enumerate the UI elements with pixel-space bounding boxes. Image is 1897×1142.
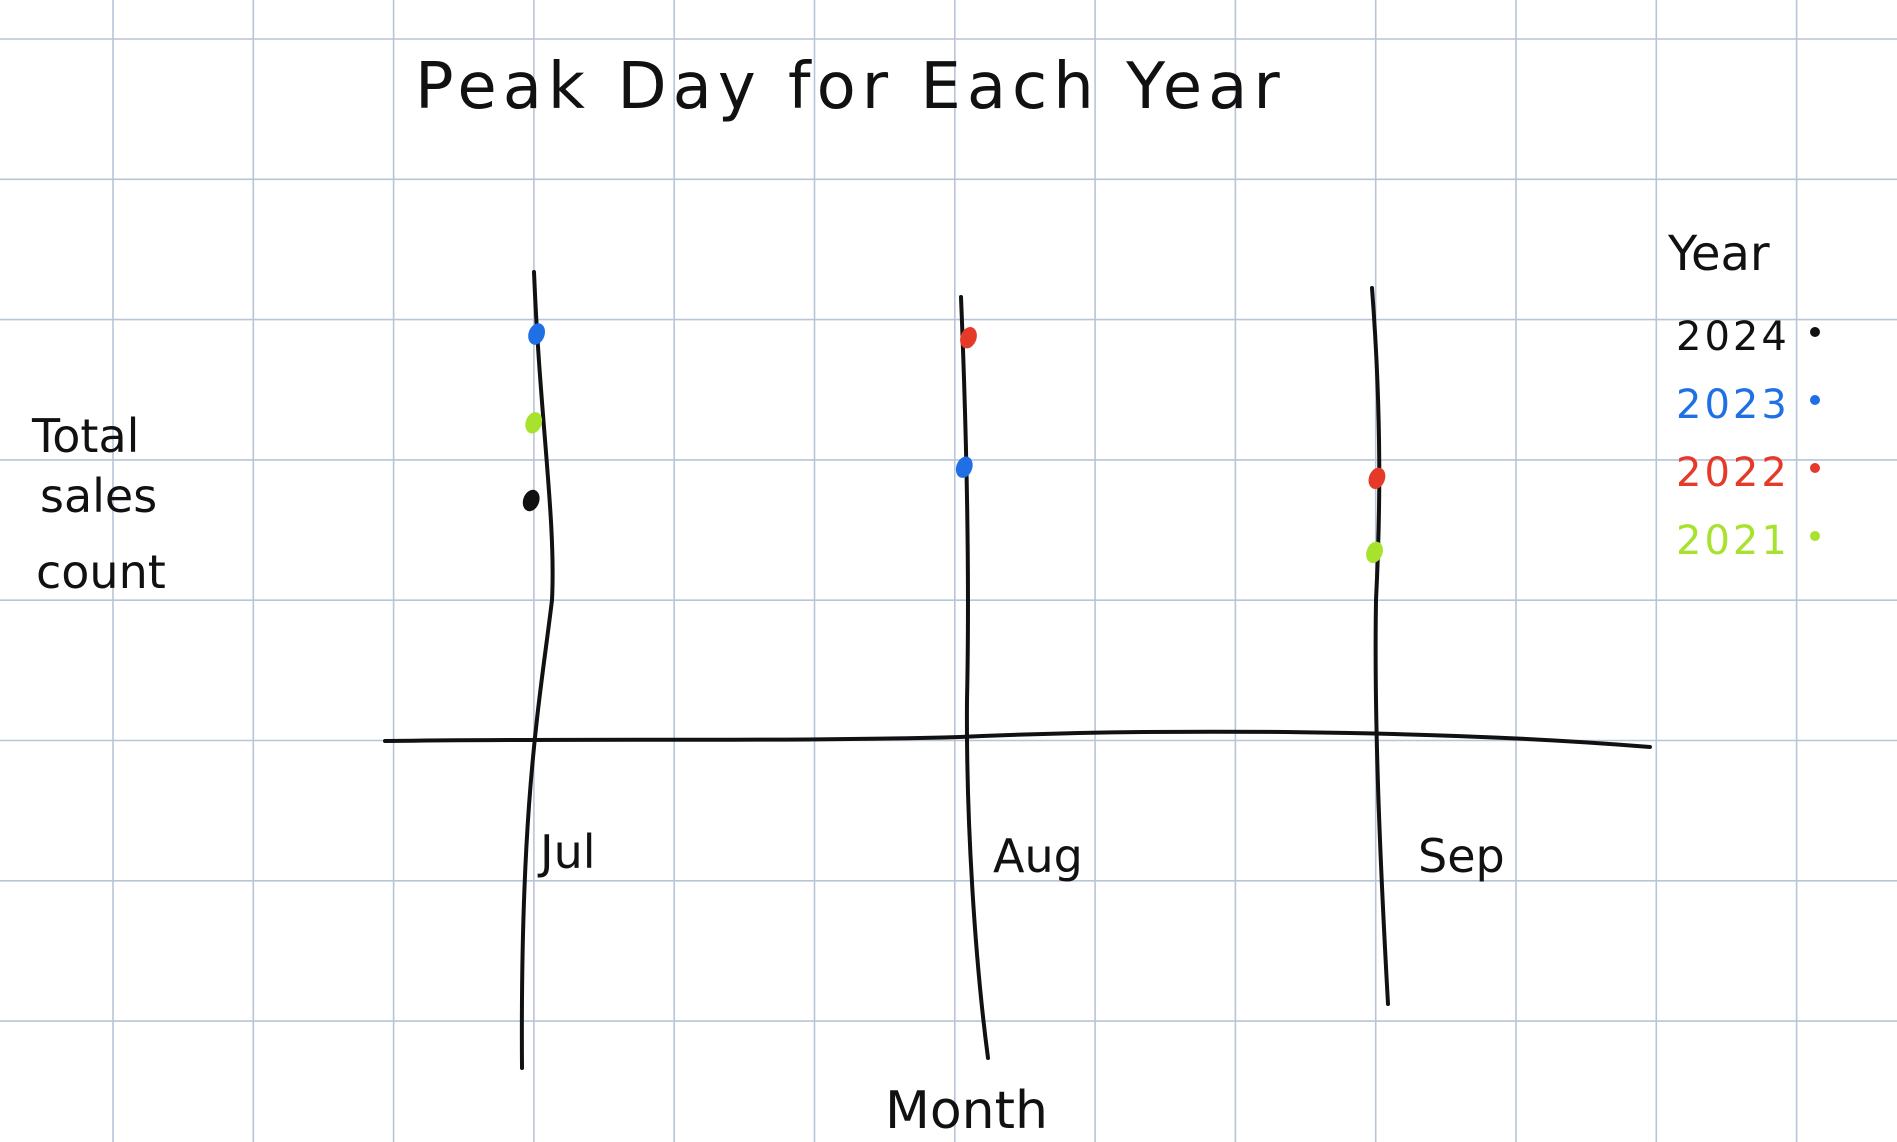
point-2023-aug	[955, 456, 973, 478]
x-axis-label: Month	[885, 1081, 1048, 1141]
x-tick-label-sep: Sep	[1418, 829, 1505, 883]
month-line-aug	[959, 295, 990, 1060]
legend-marker-2021	[1810, 531, 1820, 541]
legend-marker-2022	[1810, 463, 1820, 473]
x-tick-labels: Jul Aug Sep	[537, 825, 1505, 883]
point-2022-aug	[960, 327, 977, 349]
legend-title: Year	[1667, 226, 1770, 282]
month-line-jul	[519, 270, 555, 1070]
x-axis-line	[383, 729, 1652, 749]
month-guide-lines	[519, 270, 1390, 1070]
point-2024-jul	[522, 489, 540, 512]
y-axis-label: Total sales count	[31, 409, 166, 599]
x-tick-label-aug: Aug	[993, 829, 1083, 883]
legend-label-2021: 2021	[1676, 518, 1790, 564]
legend-label-2022: 2022	[1676, 450, 1790, 496]
y-axis-label-line-2: sales	[40, 469, 157, 523]
point-2023-jul	[528, 323, 546, 345]
chart-title: Peak Day for Each Year	[415, 50, 1286, 124]
legend-label-2023: 2023	[1676, 382, 1790, 428]
y-axis-label-line-3: count	[36, 545, 166, 599]
month-line-sep	[1370, 286, 1390, 1006]
legend: Year 2024 2023 2022 2021	[1667, 226, 1820, 564]
data-points	[522, 323, 1386, 563]
point-2021-jul	[525, 412, 543, 434]
x-tick-label-jul: Jul	[537, 825, 596, 879]
legend-marker-2024	[1810, 327, 1820, 337]
y-axis-label-line-1: Total	[31, 409, 139, 463]
point-2022-sep	[1368, 467, 1386, 489]
legend-marker-2023	[1810, 395, 1820, 405]
point-2021-sep	[1366, 541, 1383, 563]
legend-label-2024: 2024	[1676, 314, 1790, 360]
